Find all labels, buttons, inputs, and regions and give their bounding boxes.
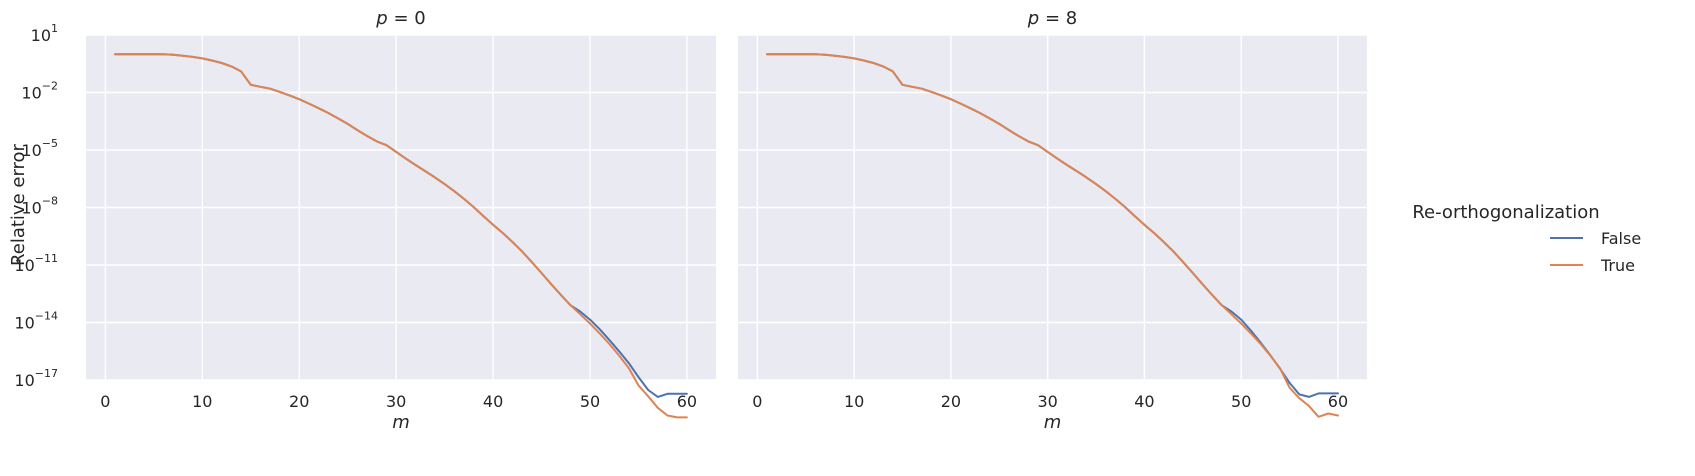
x-tick-label: 10 [192,392,212,411]
y-tick-label: 10−2 [21,80,58,103]
x-tick-label: 50 [580,392,600,411]
legend-label-false: False [1601,229,1641,248]
x-tick-label: 60 [677,392,697,411]
x-tick-label: 60 [1328,392,1348,411]
y-axis-label: Relative error [8,143,29,265]
panel-2: 0 10 20 30 40 50 60 p = 8 m [738,8,1367,433]
legend: Re-orthogonalization False True [1412,202,1641,275]
x-tick-label: 50 [1231,392,1251,411]
x-tick-label: 20 [941,392,961,411]
legend-label-true: True [1600,256,1635,275]
series-line-true [766,53,1339,418]
x-tick-label: 0 [752,392,762,411]
legend-title: Re-orthogonalization [1412,202,1599,223]
x-tick-label: 0 [100,392,110,411]
y-tick-label: 10−17 [14,367,58,390]
x-tick-label: 40 [483,392,503,411]
y-tick-label: 10−14 [14,310,58,333]
x-axis-label: m [392,412,410,433]
panel-1: 0 10 20 30 40 50 6010110−210−510−810−1110−1410… [14,8,716,433]
x-tick-label: 30 [386,392,406,411]
panel-title: p = 0 [375,8,425,29]
x-tick-label: 10 [844,392,864,411]
x-axis-label: m [1044,412,1062,433]
series-line-true [114,53,688,419]
y-tick-label: 101 [31,22,58,45]
panel-title: p = 8 [1027,8,1077,29]
x-tick-label: 20 [289,392,309,411]
x-tick-label: 40 [1134,392,1154,411]
x-tick-label: 30 [1037,392,1057,411]
